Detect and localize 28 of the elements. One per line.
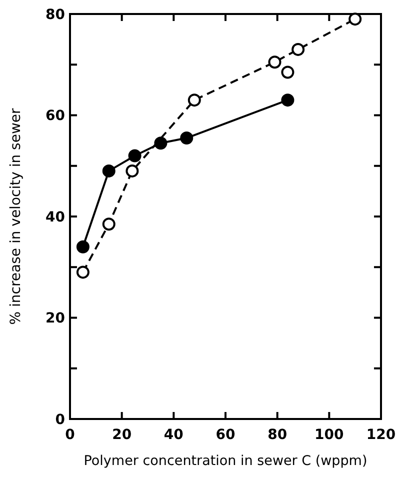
y-tick-label: 20 — [46, 310, 66, 327]
point — [102, 164, 116, 178]
point — [348, 12, 362, 26]
point — [180, 132, 194, 145]
point — [281, 94, 294, 107]
y-tick-label: 0 — [55, 412, 66, 428]
point — [128, 149, 142, 162]
x-tick-label: 0 — [65, 427, 76, 443]
point — [268, 56, 282, 69]
point — [76, 240, 90, 254]
point — [76, 266, 90, 279]
y-tick-label: 40 — [46, 209, 66, 226]
x-axis-title: Polymer concentration in sewer C (wppm) — [84, 453, 368, 469]
point — [126, 164, 139, 178]
y-axis-title: % increase in velocity in sewer — [8, 108, 24, 325]
point — [102, 218, 116, 231]
point — [281, 66, 294, 79]
x-tick-label: 60 — [216, 427, 236, 443]
x-tick-label: 40 — [164, 427, 184, 443]
x-tick-label: 120 — [366, 427, 396, 443]
x-tick-label: 100 — [314, 427, 344, 443]
point — [292, 42, 305, 56]
point — [154, 136, 168, 150]
x-tick-label: 80 — [268, 427, 288, 443]
y-tick-label: 80 — [46, 6, 66, 23]
y-tick-label: 60 — [46, 108, 66, 124]
x-tick-label: 20 — [112, 427, 132, 443]
point — [188, 94, 201, 107]
